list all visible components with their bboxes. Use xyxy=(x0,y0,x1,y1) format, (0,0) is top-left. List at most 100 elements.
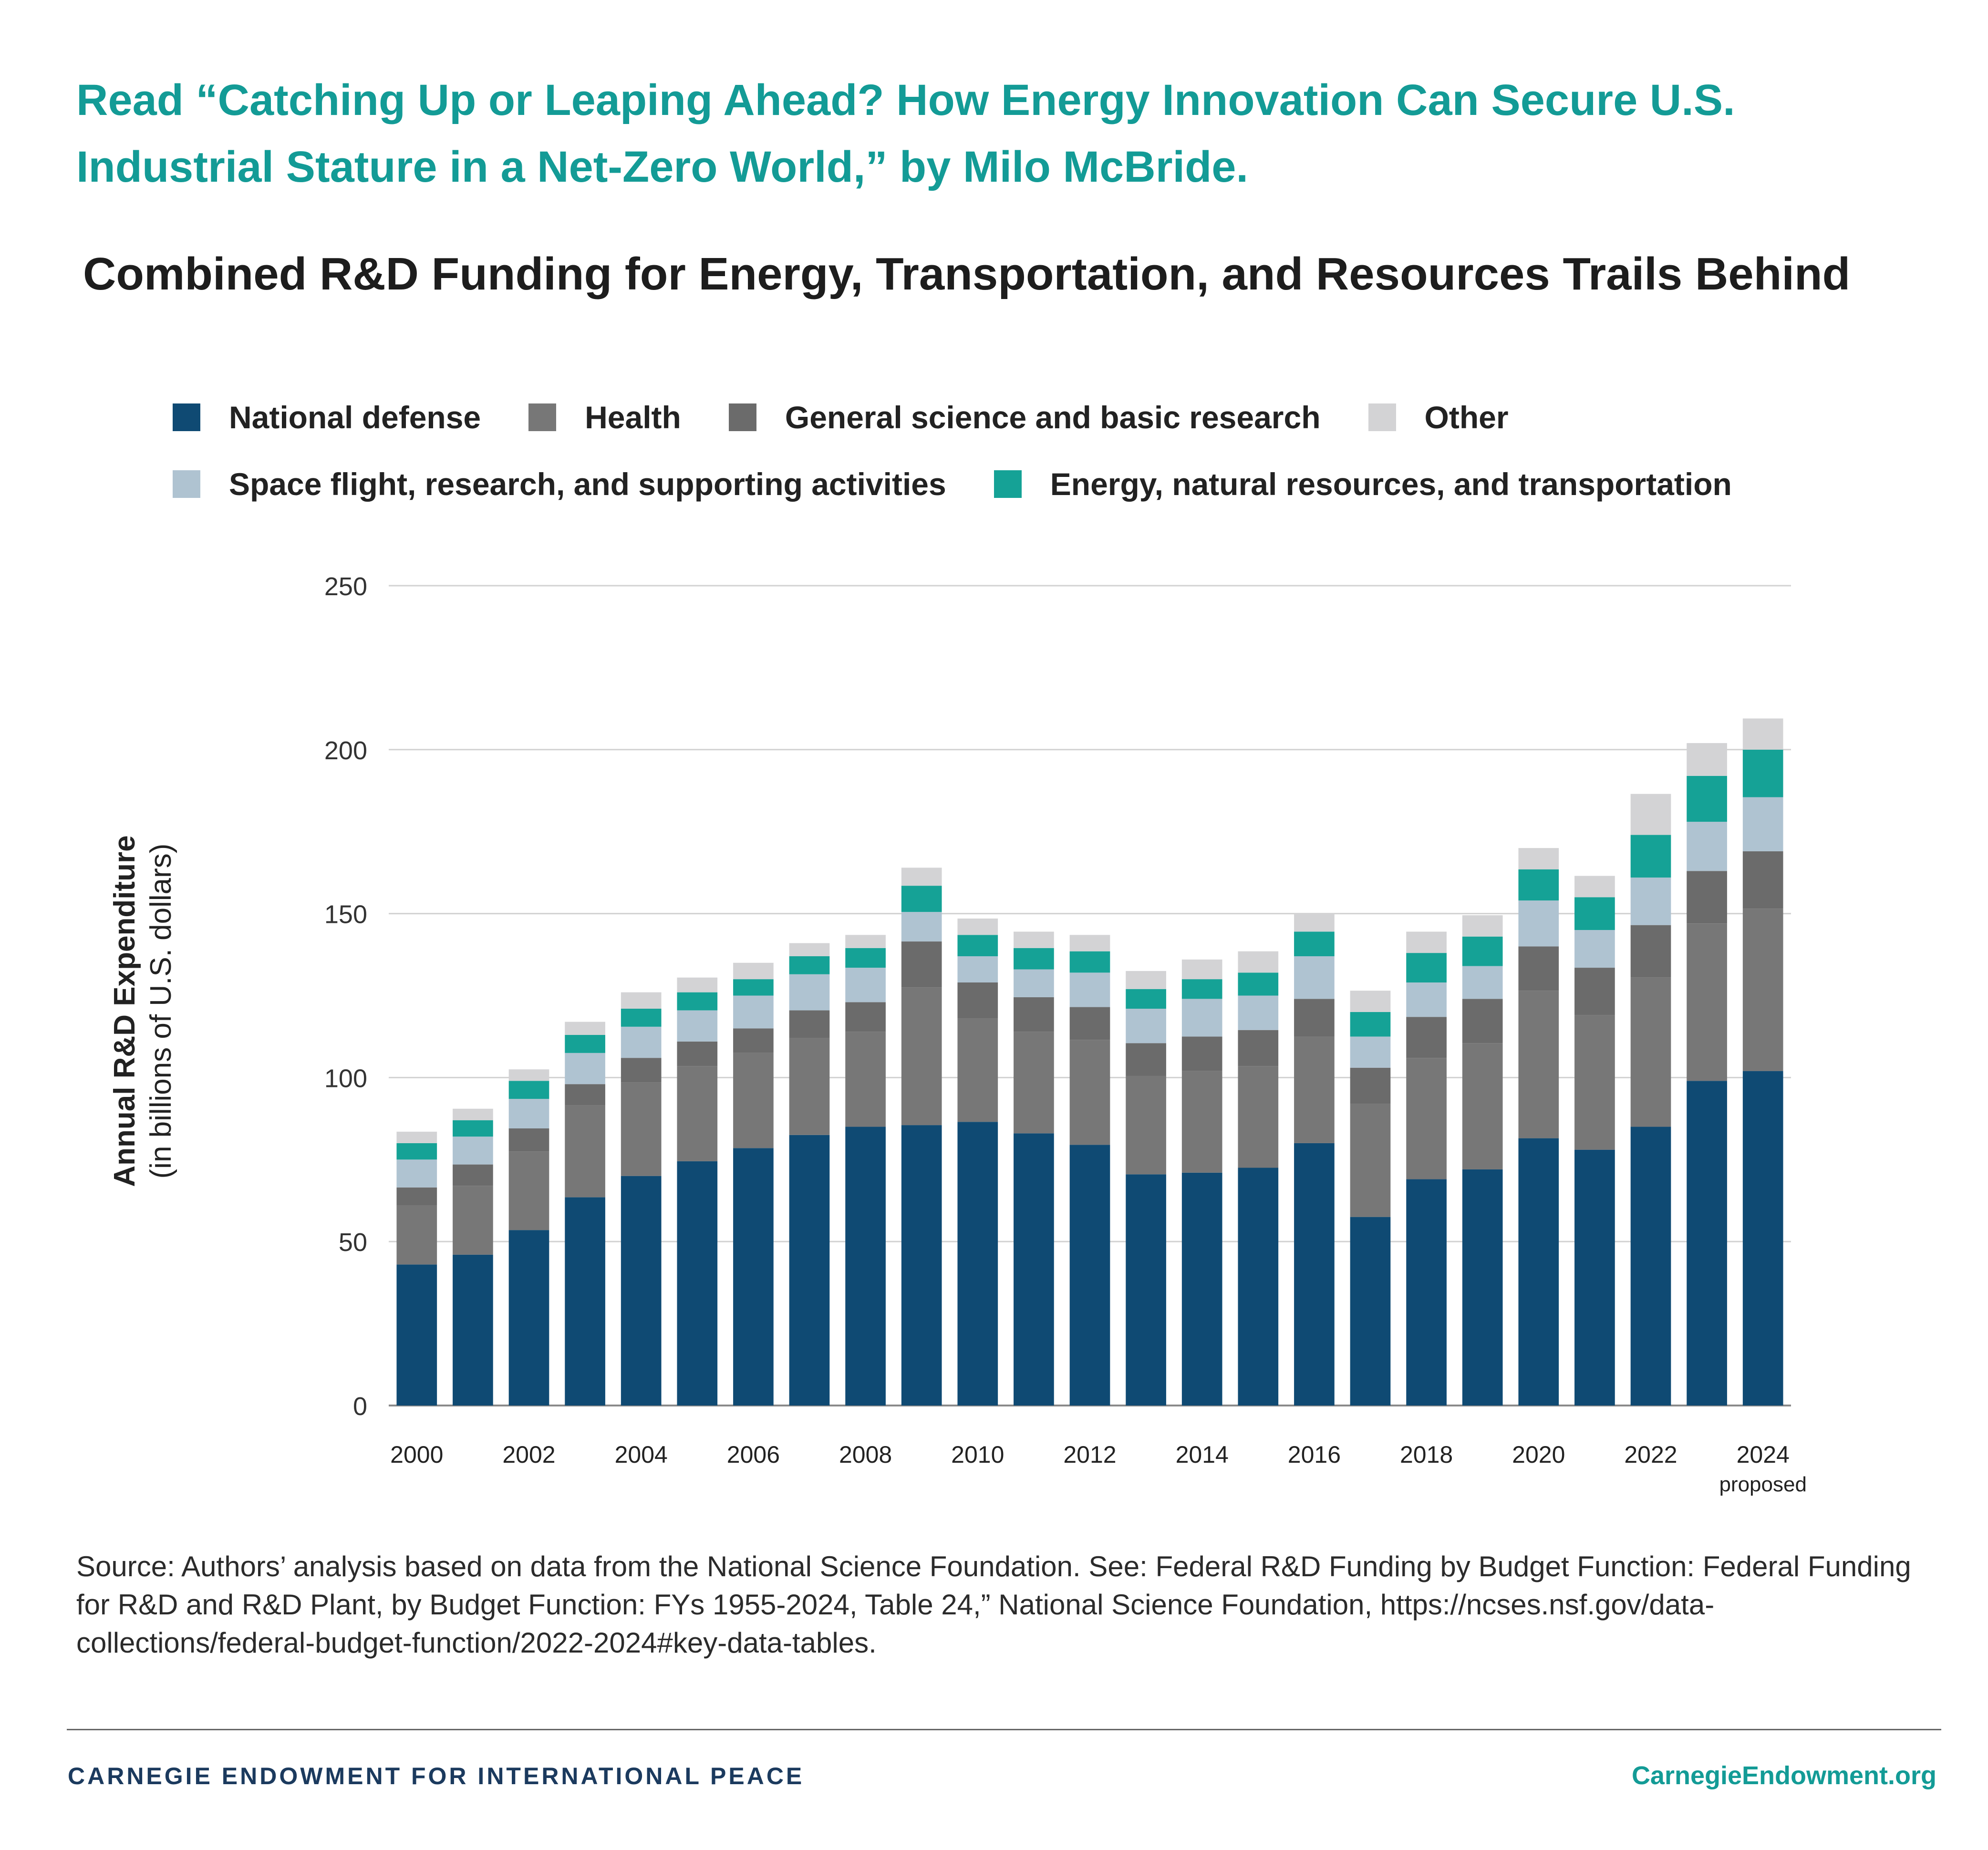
bar-segment-health-2006 xyxy=(733,1053,774,1148)
bar-segment-national-defense-2004 xyxy=(621,1176,662,1406)
bar-segment-other-2020 xyxy=(1518,848,1559,869)
bar-segment-general-science-and-basic-research-2000 xyxy=(396,1187,437,1206)
bar-segment-health-2017 xyxy=(1350,1104,1391,1217)
bar-segment-energy-natural-resources-and-transportation-2005 xyxy=(677,992,718,1011)
x-tick-label-2014: 2014 xyxy=(1176,1441,1229,1468)
bar-segment-health-2013 xyxy=(1126,1075,1166,1175)
bar-segment-other-2005 xyxy=(677,977,718,992)
bar-segment-other-2019 xyxy=(1462,915,1503,937)
bar-segment-health-2022 xyxy=(1630,977,1671,1127)
bar-segment-general-science-and-basic-research-2007 xyxy=(789,1010,830,1038)
bar-segment-other-2004 xyxy=(621,992,662,1009)
bar-segment-space-flight-research-and-supporting-activities-2018 xyxy=(1406,982,1447,1017)
footer-organization: CARNEGIE ENDOWMENT FOR INTERNATIONAL PEA… xyxy=(68,1763,805,1789)
bar-segment-other-2006 xyxy=(733,962,774,980)
bar-segment-other-2007 xyxy=(789,943,830,956)
bar-segment-other-2013 xyxy=(1126,971,1166,989)
bar-segment-other-2012 xyxy=(1069,935,1110,951)
bar-segment-space-flight-research-and-supporting-activities-2002 xyxy=(508,1099,549,1128)
bar-segment-national-defense-2002 xyxy=(508,1230,549,1406)
x-tick-label-2000: 2000 xyxy=(390,1441,443,1468)
bar-segment-national-defense-2019 xyxy=(1462,1169,1503,1406)
bar-segment-space-flight-research-and-supporting-activities-2001 xyxy=(453,1137,493,1165)
bar-segment-energy-natural-resources-and-transportation-2017 xyxy=(1350,1012,1391,1037)
bar-segment-national-defense-2017 xyxy=(1350,1217,1391,1406)
legend-item-general-science: General science and basic research xyxy=(728,399,1321,435)
bar-segment-other-2021 xyxy=(1574,876,1615,898)
bar-segment-general-science-and-basic-research-2005 xyxy=(677,1041,718,1066)
bar-segment-other-2000 xyxy=(396,1131,437,1143)
bar-segment-other-2002 xyxy=(508,1069,549,1081)
legend-label-other: Other xyxy=(1424,400,1509,435)
legend-swatch-national-defense xyxy=(173,403,200,431)
bar-segment-other-2001 xyxy=(453,1108,493,1120)
bar-segment-general-science-and-basic-research-2024 xyxy=(1742,851,1783,909)
x-tick-label-2022: 2022 xyxy=(1624,1441,1677,1468)
legend-label-energy: Energy, natural resources, and transport… xyxy=(1050,466,1732,502)
bar-segment-general-science-and-basic-research-2006 xyxy=(733,1028,774,1053)
bar-segment-national-defense-2007 xyxy=(789,1135,830,1406)
bar-segment-general-science-and-basic-research-2002 xyxy=(508,1128,549,1152)
bar-segment-national-defense-2009 xyxy=(901,1125,942,1406)
legend-swatch-general-science xyxy=(728,403,756,431)
bar-segment-space-flight-research-and-supporting-activities-2016 xyxy=(1294,956,1335,999)
bar-segment-other-2009 xyxy=(901,868,942,886)
bar-segment-other-2008 xyxy=(845,935,886,948)
promo-link-text[interactable]: Read “Catching Up or Leaping Ahead? How … xyxy=(76,76,1735,191)
bar-segment-national-defense-2024 xyxy=(1742,1071,1783,1406)
bar-segment-general-science-and-basic-research-2022 xyxy=(1630,925,1671,978)
legend-label-general-science: General science and basic research xyxy=(785,400,1321,435)
bar-segment-general-science-and-basic-research-2012 xyxy=(1069,1007,1110,1040)
bar-segment-national-defense-2005 xyxy=(677,1161,718,1406)
y-tick-label-0: 0 xyxy=(353,1392,367,1421)
bar-segment-national-defense-2013 xyxy=(1126,1174,1166,1406)
bar-segment-energy-natural-resources-and-transportation-2000 xyxy=(396,1143,437,1160)
bar-segment-other-2016 xyxy=(1294,913,1335,932)
source-note: Source: Authors’ analysis based on data … xyxy=(76,1550,1911,1659)
x-tick-label-2006: 2006 xyxy=(727,1441,780,1468)
bar-segment-general-science-and-basic-research-2023 xyxy=(1687,871,1727,924)
bar-segment-energy-natural-resources-and-transportation-2014 xyxy=(1181,979,1222,999)
x-tick-label-2018: 2018 xyxy=(1400,1441,1453,1468)
bar-segment-space-flight-research-and-supporting-activities-2007 xyxy=(789,974,830,1011)
bar-segment-energy-natural-resources-and-transportation-2011 xyxy=(1014,948,1054,970)
bar-segment-general-science-and-basic-research-2001 xyxy=(453,1164,493,1186)
bar-segment-space-flight-research-and-supporting-activities-2020 xyxy=(1518,900,1559,947)
bar-segment-space-flight-research-and-supporting-activities-2004 xyxy=(621,1026,662,1058)
x-tick-label-2002: 2002 xyxy=(502,1441,555,1468)
bar-segment-energy-natural-resources-and-transportation-2016 xyxy=(1294,931,1335,956)
bar-segment-space-flight-research-and-supporting-activities-2012 xyxy=(1069,972,1110,1007)
x-tick-label-2020: 2020 xyxy=(1512,1441,1565,1468)
x-tick-label-2024: 2024 xyxy=(1737,1441,1790,1468)
bar-segment-energy-natural-resources-and-transportation-2008 xyxy=(845,948,886,968)
bar-segment-space-flight-research-and-supporting-activities-2008 xyxy=(845,968,886,1003)
bar-segment-energy-natural-resources-and-transportation-2019 xyxy=(1462,936,1503,966)
bar-segment-other-2003 xyxy=(565,1022,605,1035)
bar-segment-other-2017 xyxy=(1350,991,1391,1012)
x-tick-label-2008: 2008 xyxy=(839,1441,892,1468)
bar-segment-space-flight-research-and-supporting-activities-2005 xyxy=(677,1010,718,1042)
bar-segment-health-2004 xyxy=(621,1082,662,1176)
bar-segment-space-flight-research-and-supporting-activities-2011 xyxy=(1014,969,1054,997)
bar-segment-national-defense-2023 xyxy=(1687,1081,1727,1406)
bar-segment-health-2009 xyxy=(901,987,942,1126)
bar-segment-national-defense-2018 xyxy=(1406,1179,1447,1406)
footer-website-link[interactable]: CarnegieEndowment.org xyxy=(1631,1761,1936,1790)
bar-segment-other-2023 xyxy=(1687,743,1727,776)
bar-segment-general-science-and-basic-research-2014 xyxy=(1181,1036,1222,1071)
bar-segment-energy-natural-resources-and-transportation-2020 xyxy=(1518,869,1559,901)
bar-segment-national-defense-2016 xyxy=(1294,1143,1335,1406)
bar-segment-health-2024 xyxy=(1742,909,1783,1071)
bar-segment-space-flight-research-and-supporting-activities-2009 xyxy=(901,912,942,942)
x-tick-label-2010: 2010 xyxy=(951,1441,1004,1468)
bar-segment-energy-natural-resources-and-transportation-2021 xyxy=(1574,897,1615,930)
bar-segment-space-flight-research-and-supporting-activities-2023 xyxy=(1687,822,1727,871)
bar-segment-other-2015 xyxy=(1238,951,1279,973)
bar-segment-general-science-and-basic-research-2004 xyxy=(621,1058,662,1083)
bar-segment-space-flight-research-and-supporting-activities-2013 xyxy=(1126,1009,1166,1044)
bar-segment-other-2011 xyxy=(1014,931,1054,948)
legend-item-other: Other xyxy=(1368,399,1509,435)
bar-segment-national-defense-2014 xyxy=(1181,1172,1222,1406)
bar-segment-general-science-and-basic-research-2015 xyxy=(1238,1030,1279,1066)
bar-segment-energy-natural-resources-and-transportation-2010 xyxy=(957,935,998,956)
